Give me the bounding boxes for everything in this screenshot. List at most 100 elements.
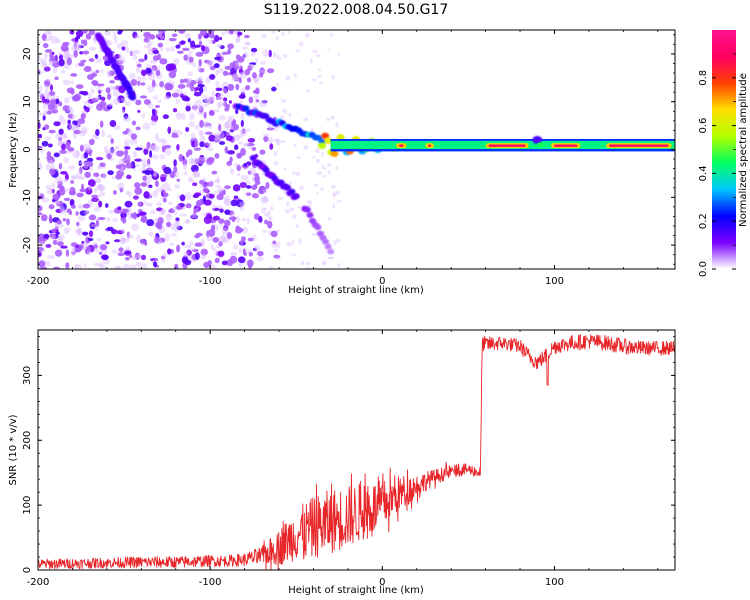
spectrogram-noise-point	[213, 179, 221, 184]
spectrogram-noise-point	[243, 162, 247, 168]
spectrogram-noise-point	[134, 252, 140, 260]
spectrogram-noise-point	[216, 43, 222, 49]
spectrogram-noise-point	[208, 60, 215, 65]
spectrogram-noise-point	[176, 244, 181, 253]
spectrogram-noise-point	[171, 33, 178, 37]
spectrogram-noise-point	[268, 49, 272, 58]
spectrogram-noise-point	[307, 266, 310, 269]
spectrogram-noise-point	[125, 246, 130, 251]
spectrogram-noise-point	[126, 174, 132, 180]
spectrogram-noise-point	[285, 75, 291, 81]
spectrogram-tail-branch	[306, 212, 314, 219]
spectrogram-noise-point	[38, 145, 43, 149]
spectrogram-noise-point	[134, 164, 140, 168]
spectrogram-noise-point	[237, 31, 243, 36]
spectrogram-noise-point	[193, 248, 198, 253]
spectrogram-noise-point	[105, 40, 113, 46]
spectrogram-noise-point	[41, 59, 48, 67]
spectrogram-noise-point	[337, 52, 341, 57]
spectrogram-noise-point	[252, 105, 258, 112]
spectrogram-noise-point	[109, 120, 117, 127]
spectrogram-noise-point	[192, 171, 200, 178]
spectrogram-noise-point	[246, 192, 252, 196]
spectrogram-noise-point	[64, 50, 70, 58]
spectrogram-noise-point	[266, 68, 275, 74]
spectrogram-noise-point	[88, 58, 95, 62]
spectrogram-noise-point	[229, 167, 235, 175]
spectrogram-noise-point	[198, 179, 206, 185]
spectrogram-noise-point	[136, 63, 142, 68]
spectrogram-noise-point	[298, 241, 301, 245]
spectrogram-noise-point	[57, 241, 64, 247]
spectrogram-noise-point	[198, 59, 202, 67]
spectrogram-noise-point	[52, 67, 58, 74]
spectrogram-noise-point	[54, 226, 59, 230]
spectrogram-noise-point	[233, 195, 238, 199]
spectrogram-noise-point	[48, 214, 53, 223]
spectrogram-noise-point	[162, 197, 167, 203]
spectrogram-noise-point	[122, 217, 127, 224]
spectrogram-noise-point	[137, 80, 141, 87]
spectrogram-noise-point	[265, 181, 270, 190]
spectrogram-noise-point	[242, 143, 250, 148]
spectrogram-noise-point	[239, 228, 244, 232]
spectrogram-noise-point	[177, 194, 181, 199]
spectrogram-noise-point	[88, 138, 95, 146]
spectrogram-noise-point	[131, 255, 138, 261]
colorbar-tick-label: 0.0	[698, 261, 709, 277]
spectrogram-noise-point	[116, 150, 124, 157]
spectrogram-noise-point	[132, 151, 138, 158]
spectrogram-noise-point	[326, 162, 332, 167]
spectrogram-noise-point	[53, 152, 60, 158]
spectrogram-noise-point	[271, 86, 277, 92]
spectrogram-noise-point	[151, 67, 156, 75]
spectrogram-noise-point	[58, 163, 63, 170]
spectrogram-noise-point	[146, 141, 151, 150]
spectrogram-noise-point	[77, 204, 84, 208]
spectrogram-noise-point	[136, 234, 141, 243]
spectrogram-noise-point	[79, 51, 83, 55]
spectrogram-noise-point	[193, 170, 198, 178]
spectrogram-noise-point	[159, 35, 165, 40]
spectrogram-noise-point	[218, 36, 223, 41]
spectrogram-noise-point	[117, 95, 125, 104]
spectrogram-noise-point	[98, 89, 104, 93]
spectrogram-noise-point	[236, 199, 244, 208]
spectrogram-noise-point	[105, 241, 110, 245]
spectrogram-noise-point	[159, 80, 165, 88]
spectrogram-noise-point	[164, 233, 170, 242]
spectrogram-noise-point	[154, 180, 159, 188]
spectrogram-noise-point	[291, 239, 295, 245]
spectrogram-noise-point	[183, 162, 188, 171]
spectrogram-noise-point	[300, 260, 305, 266]
spectrogram-noise-point	[244, 69, 251, 76]
spectrogram-noise-point	[52, 60, 60, 68]
spectrogram-noise-point	[107, 209, 116, 214]
spectrogram-noise-point	[76, 221, 80, 227]
spectrogram-noise-point	[134, 182, 141, 189]
spectrogram-noise-point	[134, 187, 143, 195]
spectrogram-noise-point	[203, 199, 212, 206]
spectrogram-xtick-label: 0	[379, 276, 385, 287]
spectrogram-noise-point	[204, 142, 210, 148]
spectrogram-noise-point	[254, 57, 259, 64]
spectrogram-noise-point	[143, 99, 151, 105]
spectrogram-noise-point	[199, 30, 207, 37]
spectrogram-noise-point	[54, 76, 59, 81]
spectrogram-noise-point	[238, 141, 243, 145]
spectrogram-noise-point	[235, 108, 239, 115]
spectrogram-noise-point	[185, 105, 191, 112]
spectrogram-noise-point	[213, 190, 217, 195]
spectrogram-noise-point	[214, 153, 220, 159]
spectrogram-noise-point	[149, 210, 156, 215]
spectrogram-noise-point	[276, 54, 280, 59]
spectrogram-noise-point	[170, 46, 176, 52]
spectrogram-noise-point	[326, 118, 330, 122]
snr-ylabel: SNR (10 * v/v)	[8, 414, 19, 485]
spectrogram-noise-point	[218, 235, 227, 243]
spectrogram-noise-point	[62, 105, 70, 112]
spectrogram-noise-point	[63, 157, 69, 164]
spectrogram-noise-point	[216, 176, 220, 184]
spectrogram-noise-point	[261, 33, 267, 38]
spectrogram-noise-point	[92, 37, 97, 41]
